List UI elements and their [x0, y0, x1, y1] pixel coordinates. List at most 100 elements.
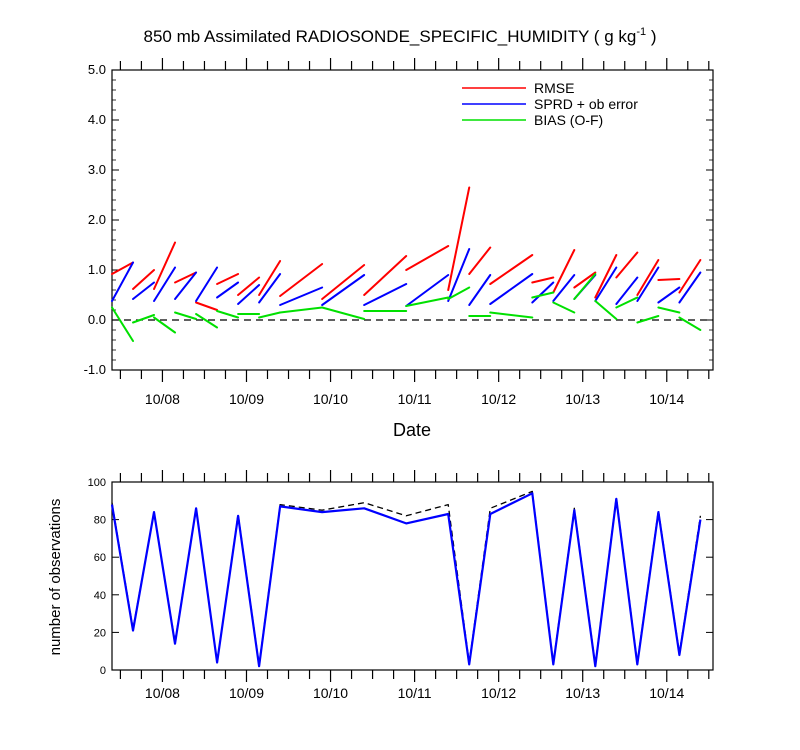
series-segment: [195, 313, 219, 329]
x-tick-label: 10/08: [145, 685, 180, 701]
y-tick-label: 2.0: [88, 212, 106, 227]
series-segment: [111, 261, 135, 302]
series-segment: [489, 311, 534, 319]
series-segment: [552, 301, 576, 314]
y-tick-label: 80: [94, 515, 106, 527]
legend-label: SPRD + ob error: [534, 96, 638, 112]
series-segment: [132, 281, 156, 300]
x-tick-label: 10/14: [649, 391, 684, 407]
series-segment: [321, 264, 366, 300]
x-tick-label: 10/10: [313, 391, 348, 407]
series-segment: [132, 269, 156, 290]
series-bias-o-f-: [111, 273, 702, 342]
x-tick-label: 10/13: [565, 685, 600, 701]
series-segment: [447, 248, 471, 302]
x-tick-label: 10/09: [229, 685, 264, 701]
bottom-y-axis-label: number of observations: [47, 499, 64, 656]
chart-title: 850 mb Assimilated RADIOSONDE_SPECIFIC_H…: [144, 26, 657, 46]
series-segment: [174, 311, 198, 320]
series-segment: [363, 283, 408, 306]
series-segment: [153, 241, 177, 290]
top-chart: -1.0 0.0 1.0 2.0 3.0 4.0 5.0 10/08 10/09 10/10 10/…: [84, 58, 714, 407]
y-tick-label: 100: [88, 477, 106, 489]
y-tick-label: -1.0: [84, 362, 106, 377]
y-tick-label: 0: [100, 665, 106, 677]
series-segment: [636, 266, 660, 302]
series-segment: [321, 306, 366, 320]
plot-frame: [111, 69, 714, 371]
x-tick-label: 10/13: [565, 391, 600, 407]
series-segment: [258, 273, 282, 304]
x-tick-label: 10/12: [481, 685, 516, 701]
series-segment: [279, 263, 324, 297]
x-tick-label: 10/11: [398, 685, 432, 701]
title-main: 850 mb Assimilated RADIOSONDE_SPECIFIC_H…: [144, 27, 637, 46]
bottom-chart: 0 20 40 60 80 100 10/08 10/09 10/10 10/11 10/12 10/…: [88, 470, 714, 701]
series-segment: [594, 300, 618, 320]
series-segment: [153, 266, 177, 302]
series-segment: [132, 314, 156, 324]
series-segment: [657, 286, 681, 304]
title-superscript: -1: [636, 26, 646, 38]
y-tick-label: 60: [94, 552, 106, 564]
series-segment: [489, 254, 534, 285]
series-segment: [573, 271, 597, 289]
legend-label: RMSE: [534, 80, 574, 96]
y-tick-label: 0.0: [88, 312, 106, 327]
series-segment: [237, 276, 261, 296]
y-tick-label: 3.0: [88, 162, 106, 177]
series-segment: [636, 259, 660, 296]
series-segment: [321, 274, 366, 306]
series-segment: [195, 301, 219, 311]
series-segment: [657, 306, 681, 314]
x-tick-label: 10/14: [649, 685, 684, 701]
series-segment: [615, 251, 639, 279]
series-segment: [531, 276, 555, 284]
series-segment: [594, 266, 618, 302]
series-segment: [657, 278, 681, 281]
series-segment: [468, 246, 492, 275]
obs-series-used: [110, 492, 702, 668]
series-segment: [153, 316, 177, 334]
series-segment: [405, 274, 450, 307]
series-segment: [279, 306, 324, 314]
series-segment: [615, 296, 639, 309]
x-tick-label: 10/12: [481, 391, 516, 407]
x-tick-label: 10/11: [398, 391, 432, 407]
x-tick-label: 10/10: [313, 685, 348, 701]
series-segment: [111, 306, 135, 342]
series-segment: [468, 274, 492, 306]
y-tick-label: 5.0: [88, 62, 106, 77]
series-segment: [195, 266, 219, 302]
title-end: ): [646, 27, 656, 46]
series-segment: [615, 276, 639, 305]
x-tick-label: 10/08: [145, 391, 180, 407]
y-tick-label: 1.0: [88, 262, 106, 277]
series-segment: [216, 310, 240, 319]
series-segment: [447, 186, 471, 291]
series-segment: [678, 316, 702, 331]
series-segment: [573, 273, 597, 300]
series-segment: [405, 296, 450, 307]
series-segment: [447, 286, 471, 300]
obs-series-possible: [111, 490, 702, 666]
series-rmse: [111, 186, 702, 311]
y-tick-label: 40: [94, 590, 106, 602]
legend-label: BIAS (O-F): [534, 112, 603, 128]
series-segment: [258, 311, 282, 319]
series-segment: [237, 284, 261, 305]
y-tick-label: 20: [94, 627, 106, 639]
series-segment: [216, 281, 240, 299]
x-tick-label: 10/09: [229, 391, 264, 407]
series-segment: [552, 249, 576, 294]
series-segment: [678, 259, 702, 294]
series-segment: [174, 271, 198, 284]
y-tick-label: 4.0: [88, 112, 106, 127]
series-segment: [636, 315, 660, 324]
series-sprd-ob-error: [111, 248, 702, 307]
series-segment: [594, 254, 618, 299]
series-segment: [678, 271, 702, 304]
series-segment: [531, 291, 555, 299]
series-segment: [258, 260, 282, 296]
